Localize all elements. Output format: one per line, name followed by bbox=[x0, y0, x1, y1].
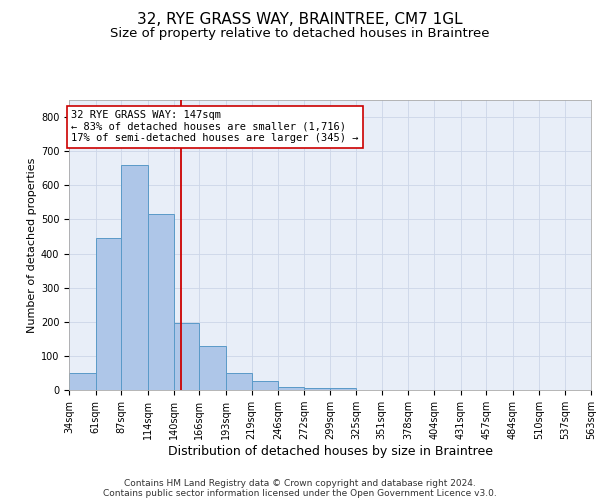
Bar bbox=[121, 165, 148, 390]
Y-axis label: Number of detached properties: Number of detached properties bbox=[26, 158, 37, 332]
Bar bbox=[199, 346, 226, 390]
Text: 32, RYE GRASS WAY, BRAINTREE, CM7 1GL: 32, RYE GRASS WAY, BRAINTREE, CM7 1GL bbox=[137, 12, 463, 28]
Bar bbox=[331, 388, 356, 390]
Text: Contains HM Land Registry data © Crown copyright and database right 2024.: Contains HM Land Registry data © Crown c… bbox=[124, 478, 476, 488]
Bar bbox=[278, 386, 304, 390]
Text: 32 RYE GRASS WAY: 147sqm
← 83% of detached houses are smaller (1,716)
17% of sem: 32 RYE GRASS WAY: 147sqm ← 83% of detach… bbox=[71, 110, 358, 144]
Bar bbox=[226, 373, 251, 390]
Text: Size of property relative to detached houses in Braintree: Size of property relative to detached ho… bbox=[110, 28, 490, 40]
Bar bbox=[251, 382, 278, 390]
Bar bbox=[148, 214, 173, 390]
Bar bbox=[173, 324, 199, 390]
Bar bbox=[304, 388, 331, 390]
X-axis label: Distribution of detached houses by size in Braintree: Distribution of detached houses by size … bbox=[167, 445, 493, 458]
Bar bbox=[95, 238, 121, 390]
Bar bbox=[69, 373, 95, 390]
Text: Contains public sector information licensed under the Open Government Licence v3: Contains public sector information licen… bbox=[103, 488, 497, 498]
